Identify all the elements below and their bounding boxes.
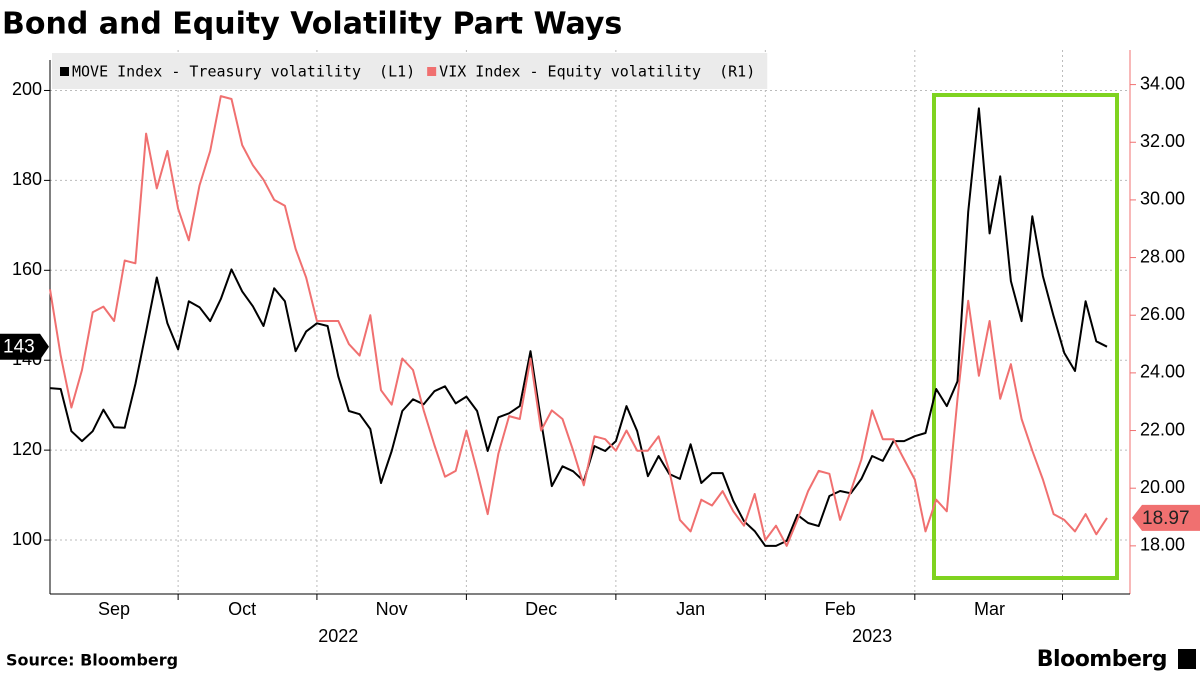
y2-tick-label: 26.00: [1140, 304, 1185, 324]
x-tick-label: Mar: [974, 599, 1005, 619]
legend-box: [52, 53, 768, 89]
y2-tick-label: 24.00: [1140, 362, 1185, 382]
x-tick-label: Jan: [676, 599, 705, 619]
y-tick-label: 200: [12, 79, 42, 99]
legend-marker: [427, 67, 437, 76]
legend-label: VIX Index - Equity volatility (R1): [439, 63, 755, 81]
y2-tick-label: 20.00: [1140, 477, 1185, 497]
last-value-label: 143: [3, 337, 35, 358]
y-tick-label: 100: [12, 529, 42, 549]
x-tick-label: Oct: [228, 599, 256, 619]
x-tick-label: Nov: [376, 599, 408, 619]
source: Source: Bloomberg: [6, 651, 178, 670]
y2-tick-label: 18.00: [1140, 535, 1185, 555]
last-value-label: 18.97: [1142, 508, 1190, 529]
y-tick-label: 120: [12, 439, 42, 459]
brand: Bloomberg: [1037, 647, 1167, 672]
y-tick-label: 180: [12, 169, 42, 189]
y-tick-label: 160: [12, 259, 42, 279]
legend-label: MOVE Index - Treasury volatility (L1): [72, 63, 415, 81]
legend: MOVE Index - Treasury volatility (L1) VIX…: [52, 53, 768, 89]
chart-title: Bond and Equity Volatility Part Ways: [2, 7, 622, 42]
y2-tick-label: 34.00: [1140, 73, 1185, 93]
y2-tick-label: 28.00: [1140, 246, 1185, 266]
y2-tick-label: 32.00: [1140, 131, 1185, 151]
grid: [50, 50, 1130, 594]
x-tick-label: Sep: [98, 599, 130, 619]
last-value-tag: [1132, 504, 1200, 531]
series-line: [49, 95, 1108, 547]
x-year-label: 2023: [852, 626, 892, 646]
x-tick-label: Dec: [525, 599, 557, 619]
last-value-tag: [0, 333, 49, 360]
y2-tick-label: 30.00: [1140, 189, 1185, 209]
x-tick-label: Feb: [825, 599, 856, 619]
lines: [49, 95, 1108, 547]
axes: 10012014016018020018.0020.0022.0024.0026…: [0, 50, 1200, 646]
highlight-box: [932, 93, 1119, 580]
series-line: [49, 107, 1108, 547]
brand-icon: [1178, 649, 1196, 669]
x-year-label: 2022: [318, 626, 358, 646]
y2-tick-label: 22.00: [1140, 419, 1185, 439]
legend-marker: [60, 67, 69, 76]
